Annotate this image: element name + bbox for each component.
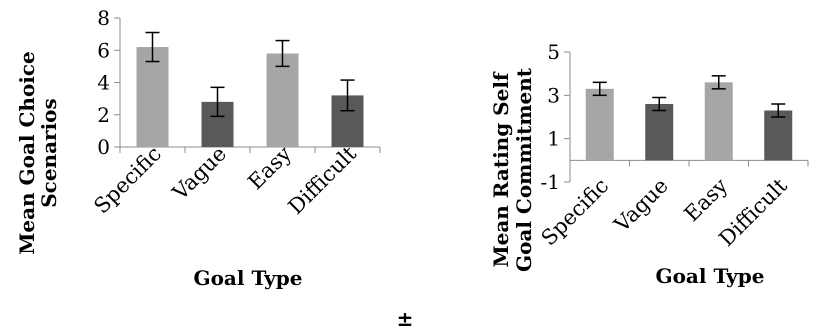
chart1-x-tick-label: Easy xyxy=(243,141,296,194)
chart2-bar-easy xyxy=(704,82,733,161)
chart1-ylabel-line1: Mean Goal Choice xyxy=(15,51,39,255)
chart2-bar-specific xyxy=(585,88,614,161)
chart2-bar-difficult xyxy=(764,110,793,161)
chart1-x-tick-label: Difficult xyxy=(284,141,362,219)
chart2-y-tick-label: 1 xyxy=(547,127,560,151)
chart1-y-tick-label: 8 xyxy=(97,6,110,30)
chart2-bar-vague xyxy=(645,104,674,161)
chart2-y-tick-label: -1 xyxy=(541,170,560,194)
chart1-bar-specific xyxy=(136,47,169,147)
chart1-y-tick-label: 6 xyxy=(97,38,110,62)
chart1-y-tick-label: 0 xyxy=(97,135,110,159)
chart2-y-tick-label: 5 xyxy=(547,40,560,64)
chart2-x-tick-label: Easy xyxy=(680,173,733,226)
chart2-ylabel-line2: Goal Commitment xyxy=(512,67,536,272)
chart1-x-tick-label: Vague xyxy=(167,142,231,206)
chart1-bar-easy xyxy=(266,53,299,147)
chart2-y-tick-label: 3 xyxy=(547,83,560,107)
chart1-y-tick-label: 4 xyxy=(97,71,110,95)
chart-goal-choice: Mean Goal Choice Scenarios Goal Type 0 2 4… xyxy=(15,6,381,290)
chart1-y-tick-label: 2 xyxy=(97,103,110,127)
plus-minus-symbol: ± xyxy=(397,307,414,331)
chart2-ylabel-line1: Mean Rating Self xyxy=(489,71,513,267)
chart2-x-tick-label: Vague xyxy=(609,174,673,238)
chart2-xlabel: Goal Type xyxy=(656,264,765,288)
chart-self-goal-commitment: Mean Rating Self Goal Commitment Goal Ty… xyxy=(489,40,809,288)
chart1-xlabel: Goal Type xyxy=(194,266,303,290)
chart1-ylabel-line2: Scenarios xyxy=(37,98,61,208)
